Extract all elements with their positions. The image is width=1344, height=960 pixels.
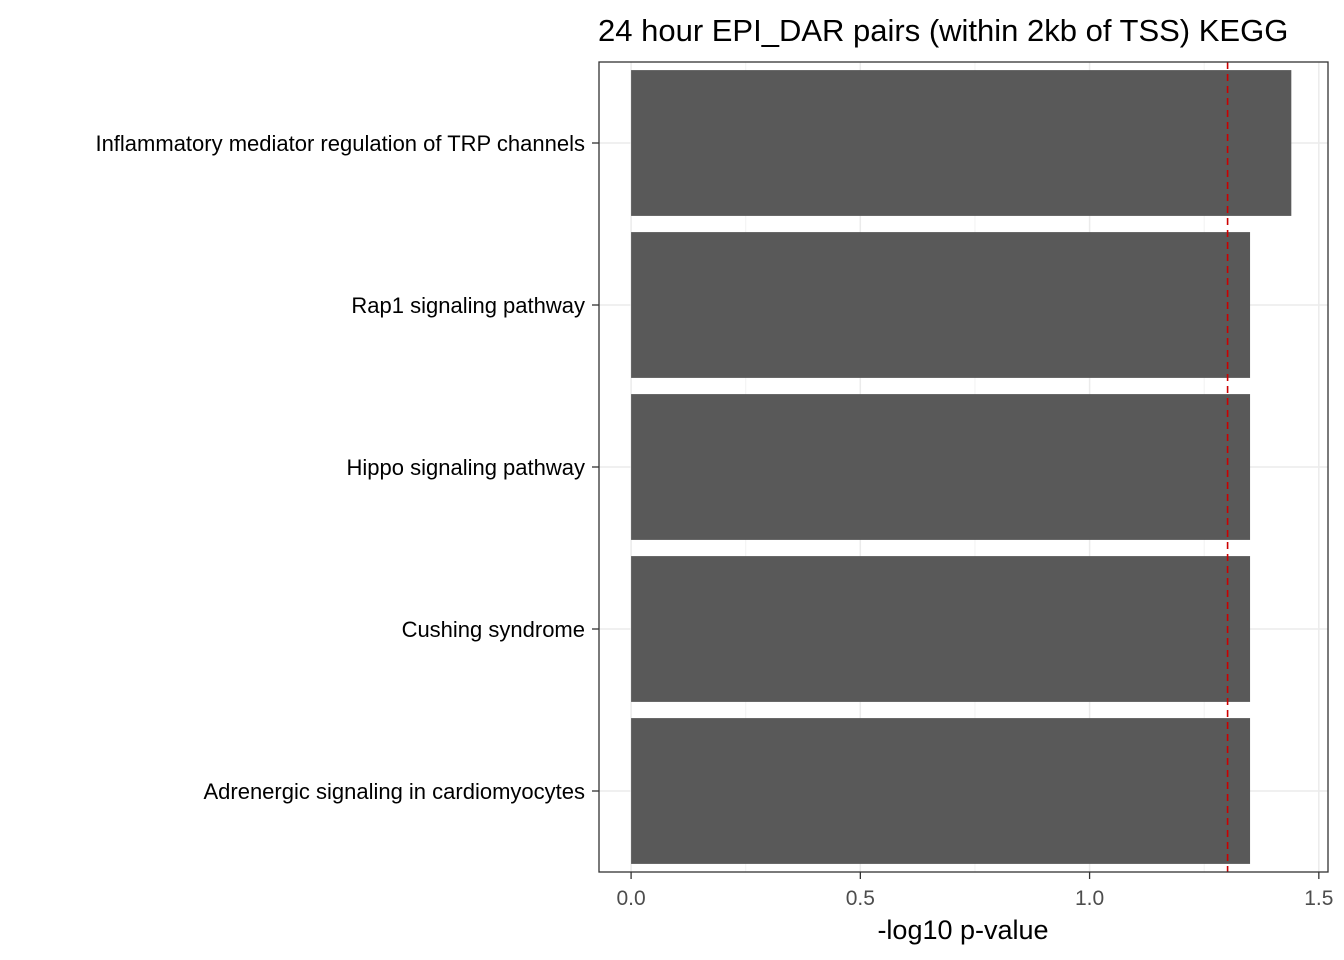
bars-layer xyxy=(631,70,1292,864)
bar-5 xyxy=(631,718,1251,864)
x-axis-title: -log10 p-value xyxy=(877,915,1048,945)
y-tick-label: Rap1 signaling pathway xyxy=(351,293,585,318)
bar-1 xyxy=(631,70,1292,216)
x-tick-label: 1.0 xyxy=(1075,887,1104,910)
y-tick-label: Hippo signaling pathway xyxy=(347,455,586,480)
y-tick-label: Inflammatory mediator regulation of TRP … xyxy=(95,131,585,156)
x-axis: 0.0 0.5 1.0 1.5 xyxy=(616,872,1333,910)
x-tick-label: 1.5 xyxy=(1304,887,1333,910)
y-axis: Inflammatory mediator regulation of TRP … xyxy=(95,131,599,804)
bar-4 xyxy=(631,556,1251,702)
x-tick-label: 0.0 xyxy=(616,887,645,910)
bar-2 xyxy=(631,232,1251,378)
x-tick-label: 0.5 xyxy=(846,887,875,910)
chart-title: 24 hour EPI_DAR pairs (within 2kb of TSS… xyxy=(598,13,1288,48)
y-tick-label: Cushing syndrome xyxy=(402,617,585,642)
y-tick-label: Adrenergic signaling in cardiomyocytes xyxy=(203,779,585,804)
bar-3 xyxy=(631,394,1251,540)
